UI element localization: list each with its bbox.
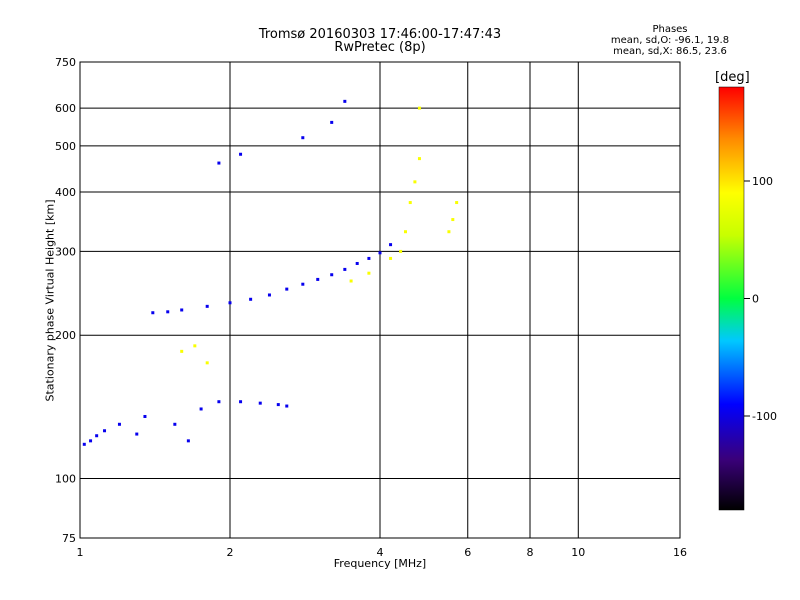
data-point	[367, 256, 371, 260]
legend-o-mode: mean, sd,O: -96.1, 19.8	[610, 35, 730, 46]
data-point	[403, 230, 407, 234]
y-tick-label: 400	[55, 186, 76, 199]
data-point	[330, 120, 334, 124]
data-point	[239, 152, 243, 156]
data-point	[285, 287, 289, 291]
x-tick-label: 16	[673, 546, 687, 559]
data-point	[330, 273, 334, 277]
data-point	[173, 422, 177, 426]
colorbar-label: [deg]	[715, 70, 750, 85]
y-tick-labels: 75 100 200 300 400 500 600 750	[55, 56, 76, 545]
data-point	[301, 282, 305, 286]
data-point	[285, 404, 289, 408]
x-tick-label: 8	[527, 546, 534, 559]
data-point	[205, 304, 209, 308]
x-tick-label: 10	[571, 546, 585, 559]
x-tick-label: 4	[377, 546, 384, 559]
data-point	[95, 434, 99, 438]
data-point	[239, 400, 243, 404]
x-tick-label: 2	[227, 546, 234, 559]
colorbar-tick-label: 0	[752, 293, 759, 306]
legend-x-mode: mean, sd,X: 86.5, 23.6	[613, 46, 727, 57]
data-point	[447, 230, 451, 234]
y-tick-label: 750	[55, 56, 76, 69]
data-point	[301, 136, 305, 140]
data-point	[455, 201, 459, 205]
x-tick-label: 1	[77, 546, 84, 559]
data-point	[103, 429, 107, 433]
data-point	[199, 407, 203, 411]
data-point	[343, 99, 347, 103]
data-point	[180, 349, 184, 353]
data-point	[316, 277, 320, 281]
data-point	[408, 201, 412, 205]
data-point	[180, 308, 184, 312]
data-point	[217, 161, 221, 165]
colorbar-tick-label: 100	[752, 175, 773, 188]
colorbar-tick-label: -100	[752, 410, 777, 423]
data-point	[451, 218, 455, 222]
y-tick-label: 100	[55, 473, 76, 486]
data-point	[417, 106, 421, 110]
y-tick-label: 75	[62, 532, 76, 545]
data-point	[135, 432, 139, 436]
data-point	[217, 400, 221, 404]
data-point	[389, 243, 393, 247]
x-tick-label: 6	[464, 546, 471, 559]
data-point	[343, 267, 347, 271]
chart-subtitle: RwPretec (8p)	[334, 40, 426, 55]
data-point	[378, 251, 382, 255]
data-point	[117, 422, 121, 426]
data-point	[82, 442, 86, 446]
data-point	[166, 310, 170, 314]
data-point	[151, 311, 155, 315]
x-tick-labels: 1 2 4 6 8 10 16	[77, 546, 688, 559]
y-tick-label: 600	[55, 102, 76, 115]
data-point	[355, 261, 359, 265]
data-point	[193, 344, 197, 348]
x-axis-title: Frequency [MHz]	[333, 557, 427, 570]
data-point	[228, 301, 232, 305]
data-point	[349, 279, 353, 283]
y-tick-label: 200	[55, 329, 76, 342]
grid-lines	[80, 62, 680, 538]
y-tick-label: 500	[55, 140, 76, 153]
data-point	[367, 271, 371, 275]
colorbar-ticks: 100 0 -100	[744, 175, 777, 423]
data-point	[258, 401, 262, 405]
chart-title: Tromsø 20160303 17:46:00-17:47:43	[258, 27, 502, 42]
data-point	[143, 414, 147, 418]
legend-heading: Phases	[652, 24, 688, 35]
data-point	[267, 293, 271, 297]
data-point	[186, 439, 190, 443]
data-point	[89, 439, 93, 443]
data-points	[82, 99, 459, 446]
data-point	[249, 297, 253, 301]
data-point	[399, 249, 403, 253]
y-axis-title: Stationary phase Virtual Height [km]	[43, 199, 57, 402]
data-point	[276, 403, 280, 407]
data-point	[389, 256, 393, 260]
data-point	[413, 180, 417, 184]
y-tick-label: 300	[55, 245, 76, 258]
data-point	[205, 361, 209, 365]
colorbar	[718, 86, 745, 511]
data-point	[417, 157, 421, 161]
